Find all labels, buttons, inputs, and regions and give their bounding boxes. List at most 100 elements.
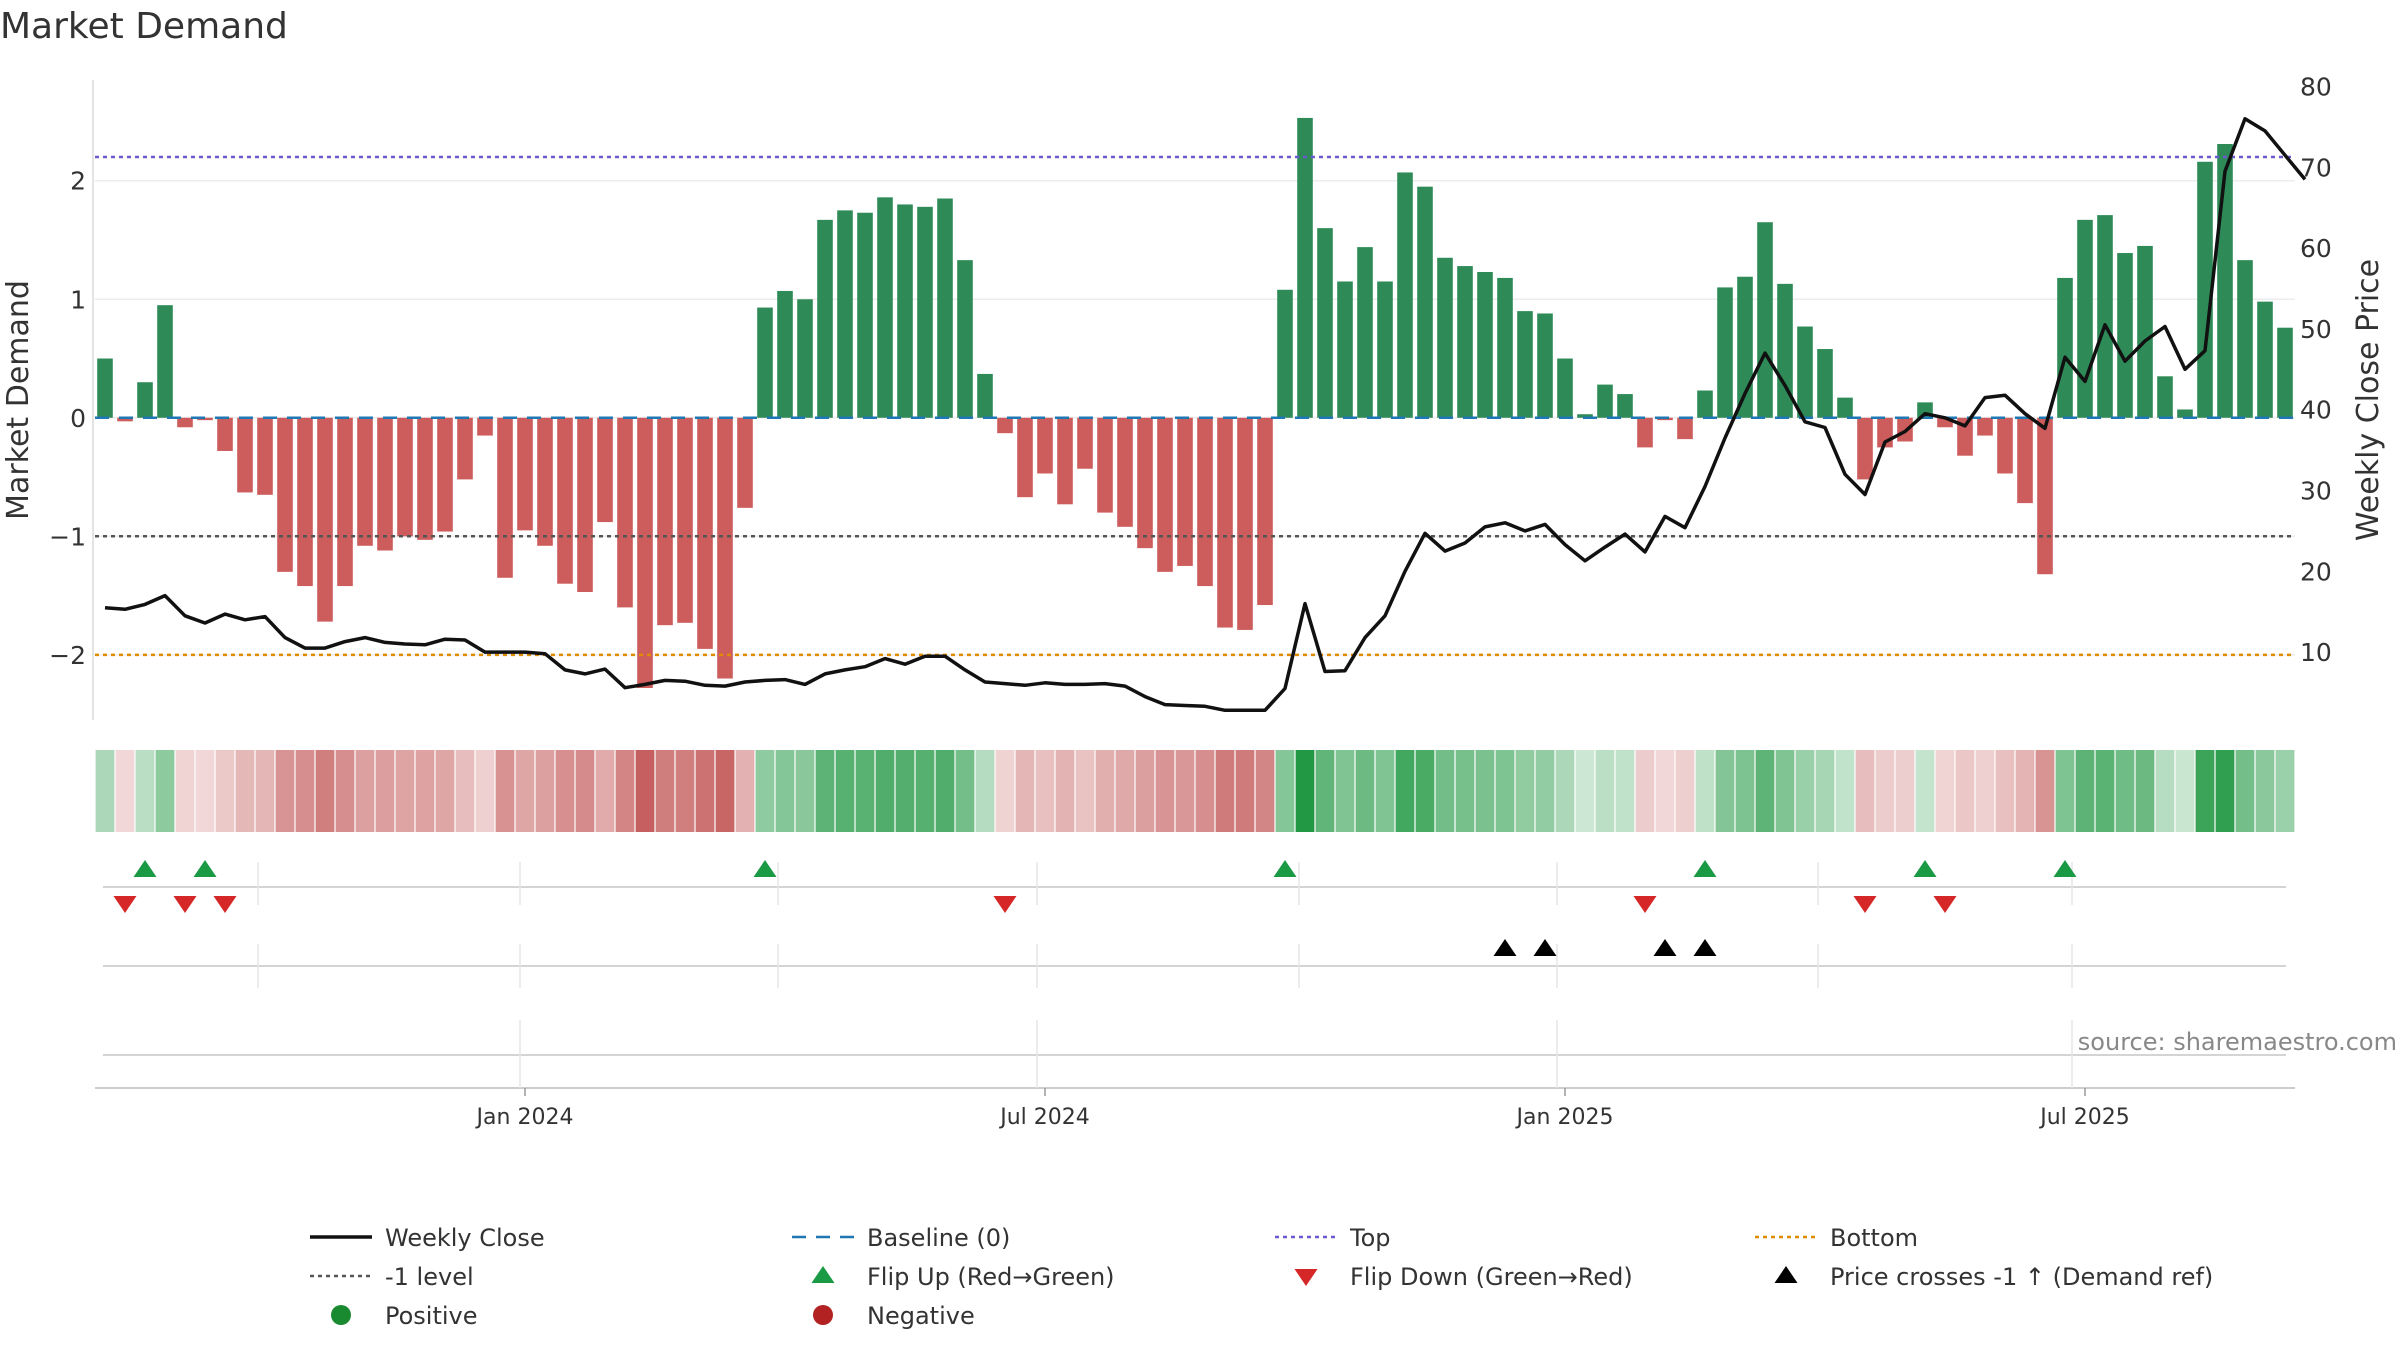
flip-up-marker [1693,860,1717,877]
y2-tick-label: 70 [2300,153,2332,182]
legend-swatch [1294,1269,1318,1286]
negative-bar [437,417,453,532]
heat-cell [1955,750,1975,832]
price-cross-marker [1493,939,1517,956]
positive-bar [1757,222,1773,418]
negative-bar [697,417,713,649]
negative-bar [397,417,413,537]
heat-cell [95,750,115,832]
heat-cell [1415,750,1435,832]
y-tick-label: −1 [49,522,86,551]
flip-down-marker [173,896,197,913]
negative-bar [1117,417,1133,527]
heat-cell [675,750,695,832]
negative-bar [237,417,253,493]
flip-down-marker [1633,896,1657,913]
y2-axis-label: Weekly Close Price [2351,259,2386,541]
negative-bar [637,417,653,688]
negative-bar [1677,417,1693,440]
negative-bar [1157,417,1173,572]
heat-cell [1815,750,1835,832]
positive-bar [1577,414,1593,418]
heat-cell [955,750,975,832]
negative-bar [597,417,613,523]
negative-bar [1057,417,1073,505]
heat-cell [2015,750,2035,832]
legend-item: Bottom [1755,1224,1918,1252]
negative-bar [577,417,593,592]
y-axis-ticks: −2 −1 0 1 2 [49,167,86,670]
heat-cell [1235,750,1255,832]
heat-cell [275,750,295,832]
heat-cell [1795,750,1815,832]
positive-bar [977,373,993,418]
positive-bar [1597,384,1613,418]
y2-tick-label: 50 [2300,315,2332,344]
price-cross-marker [1533,939,1557,956]
negative-bar [117,417,133,422]
heat-cell [135,750,155,832]
negative-bar [717,417,733,679]
flip-up-marker [753,860,777,877]
positive-bar [2117,253,2133,418]
heat-cell [255,750,275,832]
y2-tick-label: 40 [2300,396,2332,425]
positive-bar [937,198,953,418]
y-tick-label: 1 [70,285,86,314]
heat-cell [1155,750,1175,832]
negative-bar [1097,417,1113,513]
positive-bar [1457,266,1473,418]
heat-cell [195,750,215,832]
legend-swatch [811,1266,835,1283]
positive-bar [137,382,153,418]
legend-item: Flip Down (Green→Red) [1294,1263,1633,1291]
positive-bar [1397,172,1413,418]
negative-bar [297,417,313,587]
y-tick-label: 2 [70,167,86,196]
negative-bar [1257,417,1273,606]
heat-cell [2135,750,2155,832]
heat-cell [1995,750,2015,832]
heat-cell [1555,750,1575,832]
positive-bar [1437,257,1453,418]
heat-cell [155,750,175,832]
legend-label: Baseline (0) [867,1224,1010,1252]
heat-cell [1775,750,1795,832]
heat-cell [1435,750,1455,832]
positive-bar [2237,260,2253,418]
positive-bar [2137,245,2153,418]
weekly-close-series [104,117,2307,713]
heat-cell [1075,750,1095,832]
heat-cell [695,750,715,832]
legend-label: Positive [385,1302,478,1330]
heat-cell [1455,750,1475,832]
heat-cell [515,750,535,832]
heat-cell [1015,750,1035,832]
heat-cell [2255,750,2275,832]
heat-cell [575,750,595,832]
heat-cell [1515,750,1535,832]
heat-cell [595,750,615,832]
flip-down-marker [213,896,237,913]
positive-bar [1497,277,1513,418]
heat-cell [935,750,955,832]
legend-label: Flip Up (Red→Green) [867,1263,1115,1291]
negative-bar [1177,417,1193,566]
heat-cell [2175,750,2195,832]
heat-cell [2155,750,2175,832]
positive-bar [1797,326,1813,418]
heat-cell [2275,750,2295,832]
heat-cell [1595,750,1615,832]
positive-bar [1837,397,1853,418]
heat-cell [1055,750,1075,832]
heat-cell [1575,750,1595,832]
heat-cell [975,750,995,832]
negative-bar [677,417,693,623]
positive-bar [817,219,833,418]
heat-cell [295,750,315,832]
negative-bar [1137,417,1153,549]
negative-bar [1077,417,1093,469]
negative-bar [737,417,753,508]
chart-title: Market Demand [0,6,288,47]
